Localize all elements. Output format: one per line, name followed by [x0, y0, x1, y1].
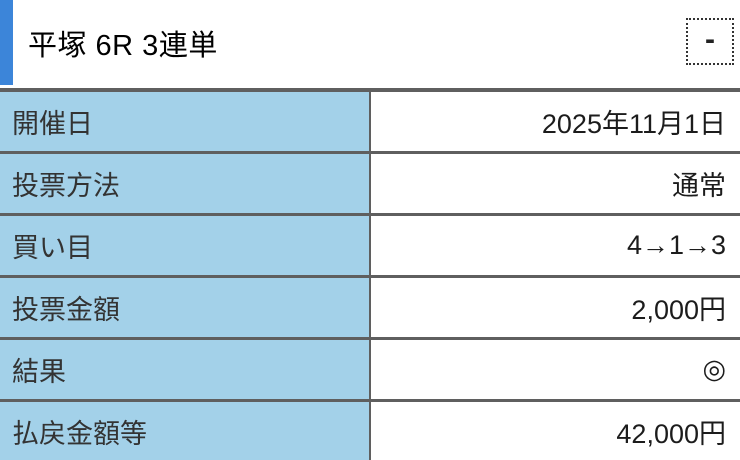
row-value: 42,000円 [371, 402, 740, 460]
table-row: 買い目 4→1→3 [0, 216, 740, 278]
page-title: 平塚 6R 3連単 [28, 29, 218, 62]
row-label: 投票金額 [0, 278, 371, 337]
row-label: 買い目 [0, 216, 371, 275]
card-header: 平塚 6R 3連単 - [0, 0, 740, 88]
collapse-button[interactable]: - [686, 18, 734, 65]
row-label: 開催日 [0, 92, 371, 151]
row-label: 払戻金額等 [0, 402, 371, 460]
row-value: ◎ [371, 340, 740, 399]
table-row: 投票金額 2,000円 [0, 278, 740, 340]
header-accent-bar [0, 0, 13, 85]
row-label: 投票方法 [0, 154, 371, 213]
table-row: 払戻金額等 42,000円 [0, 402, 740, 460]
table-row: 結果 ◎ [0, 340, 740, 402]
row-value: 2025年11月1日 [371, 92, 740, 151]
table-row: 開催日 2025年11月1日 [0, 92, 740, 154]
table-row: 投票方法 通常 [0, 154, 740, 216]
bet-detail-table: 開催日 2025年11月1日 投票方法 通常 買い目 4→1→3 投票金額 2,000円 結果 ◎… [0, 88, 740, 460]
row-value: 4→1→3 [371, 216, 740, 275]
row-value: 通常 [371, 154, 740, 213]
row-value: 2,000円 [371, 278, 740, 337]
row-label: 結果 [0, 340, 371, 399]
